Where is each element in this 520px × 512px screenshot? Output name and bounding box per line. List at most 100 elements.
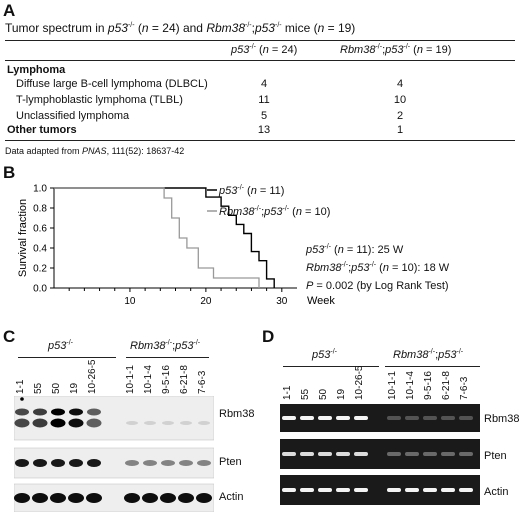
table-header-rule — [5, 60, 515, 61]
gel-lane-label: 7-6-3 — [459, 376, 470, 400]
group-bracket — [18, 357, 116, 358]
blot-band — [32, 493, 48, 503]
gel-band — [282, 416, 296, 420]
gel-band — [318, 452, 332, 456]
group-label-p53: p53-/- — [48, 339, 73, 352]
blot-band — [69, 408, 83, 416]
x-axis-label: Week — [307, 295, 335, 307]
gel-band — [300, 416, 314, 420]
blot-lane-label: 10-1-4 — [143, 365, 154, 394]
gel-lane-label: 9-5-16 — [423, 371, 434, 400]
stat-pvalue: P = 0.002 (by Log Rank Test) — [306, 280, 449, 292]
gel-band — [441, 452, 455, 456]
blot-label-rbm38: Rbm38 — [219, 408, 255, 420]
gel-band — [423, 488, 437, 492]
gel-lane-label: 6-21-8 — [441, 371, 452, 400]
table-row-label-other: Other tumors — [7, 124, 77, 136]
blot-band — [124, 493, 140, 503]
y-axis-label: Survival fraction — [17, 199, 29, 277]
blot-membrane — [14, 396, 214, 441]
blot-label-pten: Pten — [219, 456, 242, 468]
gel-band — [423, 452, 437, 456]
blot-band — [86, 493, 102, 503]
gel-band — [318, 416, 332, 420]
x-tick-label: 30 — [276, 296, 288, 307]
table-row-label: Unclassified lymphoma — [16, 110, 130, 122]
table-cell: 11 — [258, 94, 270, 106]
blot-band — [198, 421, 210, 425]
gel-band — [282, 488, 296, 492]
panel-c-letter: C — [3, 327, 16, 346]
blot-band — [197, 460, 211, 466]
gel-band — [405, 488, 419, 492]
gel-band — [387, 452, 401, 456]
gel-lane-label: 10-1-1 — [387, 371, 398, 400]
blot-band — [14, 493, 30, 503]
panel-b-letter: B — [3, 163, 16, 182]
series-dko — [54, 187, 260, 288]
survival-curves — [54, 187, 275, 288]
y-tick-label: 0.4 — [33, 244, 47, 255]
gel-band — [318, 488, 332, 492]
blot-lane-label: 19 — [69, 382, 80, 394]
gel-label-actin: Actin — [484, 486, 509, 498]
table-col-header-dko: Rbm38-/-;p53-/- (n = 19) — [340, 43, 452, 56]
gel-band — [336, 452, 350, 456]
gel-band — [459, 452, 473, 456]
table-cell: 13 — [257, 124, 271, 136]
gel-band — [459, 416, 473, 420]
gel-band — [423, 416, 437, 420]
gel-band — [405, 416, 419, 420]
blot-band — [33, 459, 47, 467]
table-source-note: Data adapted from PNAS, 111(52): 18637-4… — [5, 146, 185, 156]
survival-axes: 0.0 0.2 0.4 0.6 0.8 1.0 10 20 30 Week — [33, 184, 335, 308]
y-tick-label: 0.0 — [33, 284, 47, 295]
group-bracket — [385, 366, 480, 367]
survival-chart: 0.0 0.2 0.4 0.6 0.8 1.0 10 20 30 Week Survival fr… — [17, 184, 335, 308]
blot-band — [32, 418, 48, 428]
gel-label-pten: Pten — [484, 450, 507, 462]
blot-lane-label: 10-1-1 — [125, 365, 136, 394]
rt-pcr-gels — [280, 404, 480, 505]
blot-band — [143, 460, 157, 466]
blot-band — [161, 460, 175, 466]
gel-band — [354, 416, 368, 420]
table-bottom-rule — [5, 140, 515, 141]
blot-band — [196, 493, 212, 503]
western-blots — [14, 396, 214, 512]
blot-band — [178, 493, 194, 503]
blot-band — [50, 418, 66, 428]
blot-band — [87, 408, 101, 416]
group-bracket — [283, 366, 379, 367]
blot-band — [51, 408, 65, 416]
series-p53 — [54, 187, 275, 288]
y-tick-label: 1.0 — [33, 184, 47, 195]
panel-a-letter: A — [3, 1, 16, 20]
blot-band — [15, 459, 29, 467]
blot-band — [126, 421, 138, 425]
table-cell: 10 — [393, 94, 407, 106]
table-cell: 2 — [396, 110, 404, 122]
blot-band — [160, 493, 176, 503]
gel-band — [282, 452, 296, 456]
gel-band — [405, 452, 419, 456]
blot-band — [86, 418, 102, 428]
blot-band — [144, 421, 156, 425]
blot-lane-label: 50 — [51, 382, 62, 394]
gel-lane-label: 1-1 — [282, 385, 293, 400]
gel-band — [300, 452, 314, 456]
blot-band — [14, 418, 30, 428]
gel-lane-label: 10-26-5 — [354, 365, 365, 400]
blot-lane-label: 1-1 — [15, 379, 26, 394]
gel-band — [387, 416, 401, 420]
table-title: Tumor spectrum in p53-/- (n = 24) and Rb… — [5, 21, 356, 35]
gel-band — [459, 488, 473, 492]
blot-band — [180, 421, 192, 425]
gel-band — [441, 488, 455, 492]
blot-band — [69, 459, 83, 467]
gel-band — [354, 452, 368, 456]
y-tick-label: 0.8 — [33, 204, 47, 215]
blot-lane-label: 10-26-5 — [87, 359, 98, 394]
table-top-rule — [5, 40, 515, 41]
